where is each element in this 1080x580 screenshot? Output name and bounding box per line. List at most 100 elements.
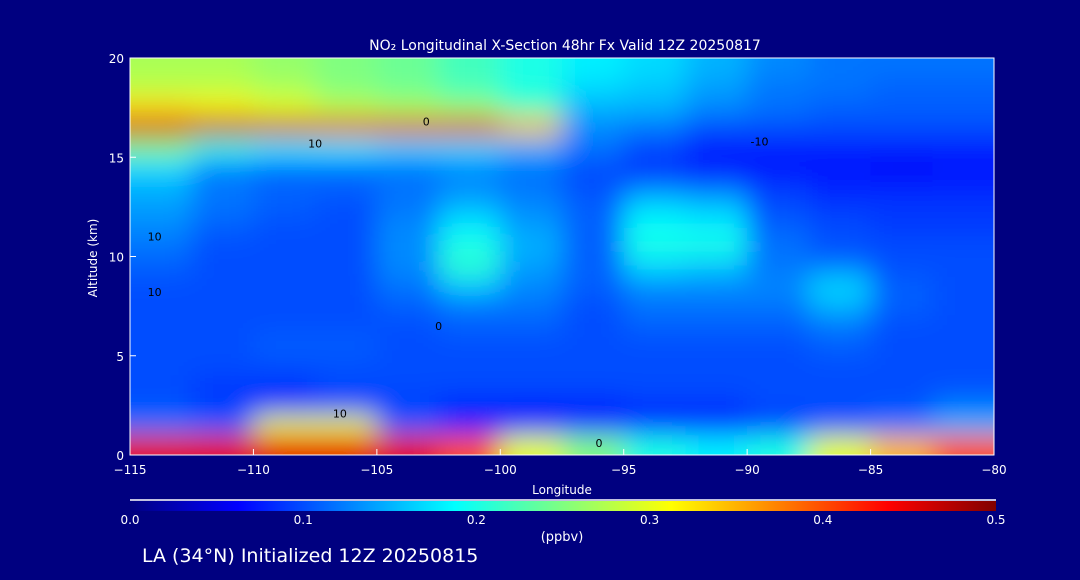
heatmap-cell: [376, 435, 440, 455]
heatmap-cell: [932, 415, 994, 436]
x-tick-label: −105: [360, 463, 393, 477]
heatmap-cell: [747, 296, 810, 317]
heatmap-cell: [130, 296, 193, 317]
heatmap-cell: [932, 296, 994, 317]
heatmap-cell: [130, 355, 193, 377]
heatmap-cell: [315, 236, 378, 257]
heatmap-cell: [315, 335, 378, 357]
heatmap-cell: [500, 316, 563, 337]
heatmap-cell: [562, 97, 625, 119]
heatmap-cell: [562, 77, 625, 99]
heatmap-cell: [500, 196, 563, 218]
heatmap-cell: [315, 157, 378, 178]
heatmap-cell: [253, 117, 316, 138]
heatmap-cell: [623, 415, 686, 436]
heatmap-cell: [253, 137, 316, 158]
heatmap-cell: [747, 157, 810, 178]
heatmap-cell: [191, 58, 254, 79]
heatmap-cell: [191, 395, 254, 416]
heatmap-cell: [932, 375, 994, 396]
heatmap-cell: [870, 177, 933, 198]
heatmap-cell: [438, 216, 501, 238]
heatmap-cell: [808, 316, 872, 337]
heatmap-cell: [253, 395, 316, 416]
y-axis-label: Altitude (km): [86, 219, 100, 298]
heatmap-cell: [747, 355, 810, 377]
heatmap-cell: [130, 256, 193, 277]
heatmap-cell: [623, 58, 686, 79]
heatmap-cell: [500, 375, 563, 396]
heatmap-cell: [315, 256, 378, 277]
heatmap-cell: [253, 435, 316, 455]
heatmap-cell: [500, 415, 563, 436]
heatmap-cell: [130, 375, 193, 396]
y-tick-label: 20: [109, 52, 124, 66]
heatmap-cell: [623, 316, 686, 337]
colorbar-tick-label: 0.4: [813, 513, 832, 527]
heatmap-cell: [685, 117, 748, 138]
heatmap-cell: [808, 137, 872, 158]
heatmap-cell: [376, 276, 440, 297]
contour-label: 10: [148, 286, 162, 299]
heatmap-cell: [623, 335, 686, 357]
heatmap-cell: [315, 196, 378, 218]
heatmap-cell: [808, 117, 872, 138]
heatmap-cell: [191, 435, 254, 455]
heatmap-cell: [315, 316, 378, 337]
heatmap-cell: [685, 276, 748, 297]
x-tick-label: −90: [734, 463, 759, 477]
heatmap-cell: [808, 375, 872, 396]
heatmap-cell: [562, 296, 625, 317]
heatmap-cell: [438, 196, 501, 218]
heatmap-cell: [191, 216, 254, 238]
heatmap-cell: [623, 97, 686, 119]
heatmap-cell: [438, 375, 501, 396]
colorbar-label: (ppbv): [541, 530, 584, 545]
heatmap-cell: [808, 196, 872, 218]
heatmap-cell: [685, 355, 748, 377]
heatmap-cell: [315, 216, 378, 238]
heatmap-cell: [808, 355, 872, 377]
heatmap-cell: [376, 375, 440, 396]
heatmap-cell: [500, 77, 563, 99]
heatmap-cell: [438, 157, 501, 178]
heatmap-cell: [562, 335, 625, 357]
heatmap-cell: [191, 117, 254, 138]
heatmap-cell: [315, 355, 378, 377]
heatmap-cell: [500, 335, 563, 357]
heatmap-cell: [315, 77, 378, 99]
heatmap-cell: [376, 117, 440, 138]
heatmap-cell: [562, 236, 625, 257]
heatmap-cell: [747, 316, 810, 337]
heatmap-cell: [685, 97, 748, 119]
heatmap-cell: [808, 276, 872, 297]
y-tick-label: 0: [116, 449, 124, 463]
heatmap-cell: [685, 236, 748, 257]
heatmap-cell: [623, 256, 686, 277]
heatmap-cell: [685, 177, 748, 198]
heatmap-cell: [438, 435, 501, 455]
heatmap-cell: [932, 435, 994, 455]
heatmap-cell: [747, 77, 810, 99]
heatmap-cell: [500, 117, 563, 138]
heatmap-cell: [623, 216, 686, 238]
colorbar: [130, 501, 996, 511]
x-axis-label: Longitude: [532, 483, 592, 497]
heatmap-cell: [191, 256, 254, 277]
heatmap-cell: [623, 177, 686, 198]
heatmap-cell: [500, 276, 563, 297]
contour-label: 0: [423, 115, 430, 128]
heatmap-cell: [562, 355, 625, 377]
heatmap-cell: [808, 177, 872, 198]
heatmap-cell: [376, 196, 440, 218]
heatmap-cell: [870, 415, 933, 436]
heatmap-cell: [623, 117, 686, 138]
heatmap-cell: [191, 177, 254, 198]
heatmap-cell: [623, 236, 686, 257]
heatmap-cell: [191, 77, 254, 99]
heatmap-cell: [191, 375, 254, 396]
heatmap-cell: [870, 355, 933, 377]
heatmap-cell: [130, 435, 193, 455]
heatmap-cell: [253, 375, 316, 396]
